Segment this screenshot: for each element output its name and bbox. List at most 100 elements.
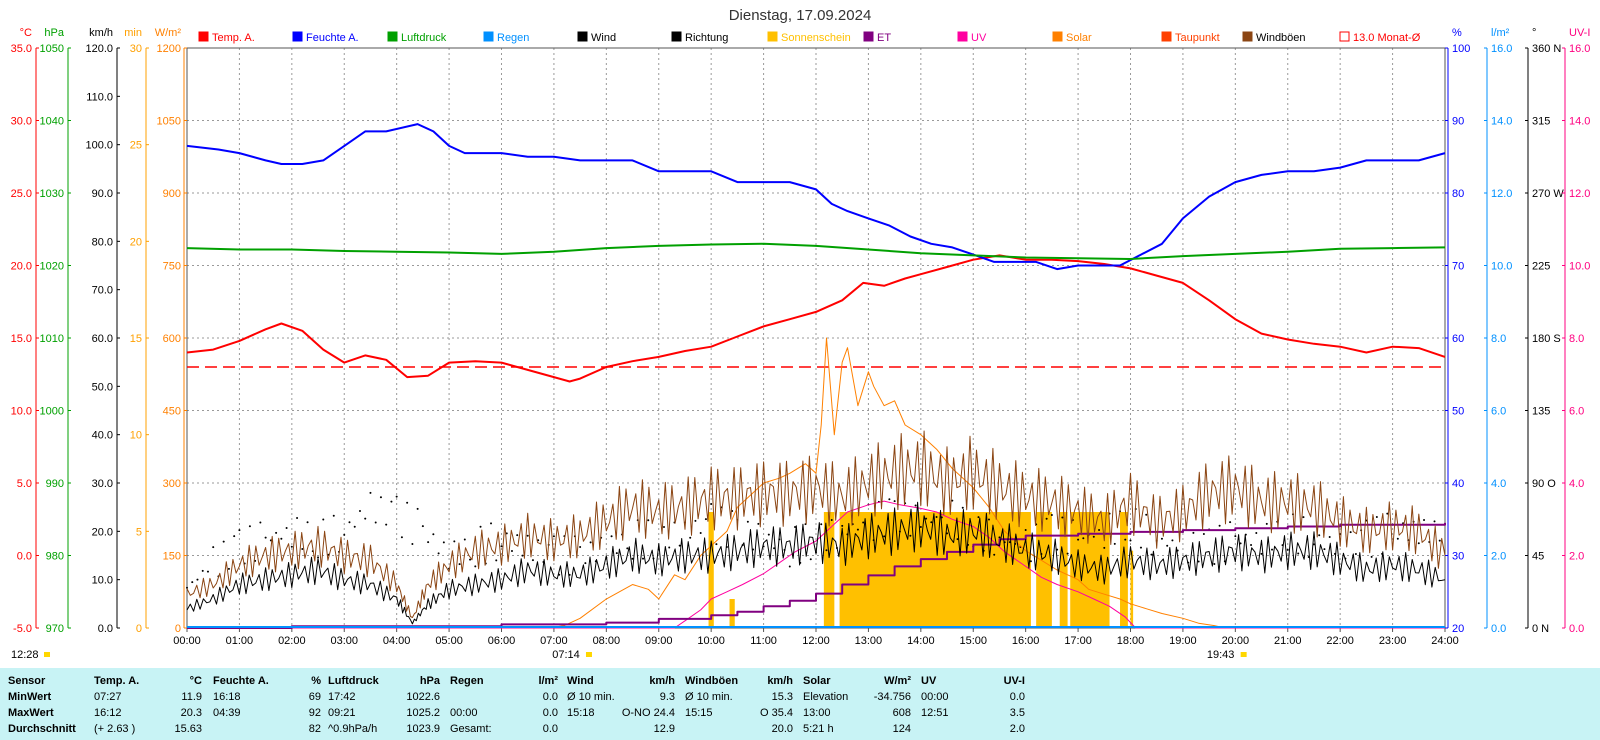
series-line-temp-0: [186, 254, 1446, 383]
legend-swatch: [483, 31, 494, 42]
stats-time: (+ 2.63 ): [94, 723, 136, 735]
direction-point: [495, 559, 498, 562]
series-line-solar-3: [187, 337, 1445, 629]
direction-point: [427, 541, 430, 544]
stats-value: 11.9: [181, 691, 202, 703]
direction-point: [453, 540, 456, 543]
legend-swatch: [1242, 31, 1253, 42]
direction-point: [296, 516, 299, 519]
direction-point: [925, 517, 928, 520]
direction-point: [1271, 548, 1274, 551]
direction-point: [615, 552, 618, 555]
x-tick-label: 21:00: [1274, 635, 1302, 647]
tick-label-wind: 80.0: [92, 236, 113, 248]
tick-label-sunshine: 10: [130, 430, 142, 442]
tick-label-rain: 6.0: [1491, 406, 1506, 418]
direction-point: [914, 504, 917, 507]
tick-label-humidity: 70: [1452, 261, 1464, 273]
stats-group-name: Temp. A.: [94, 675, 140, 687]
direction-point: [390, 500, 393, 503]
direction-point: [1218, 524, 1221, 527]
tick-label-wind: 20.0: [92, 526, 113, 538]
tick-label-wind: 120.0: [85, 43, 113, 55]
direction-point: [490, 522, 493, 525]
legend-item: Richtung: [685, 32, 728, 44]
weather-chart: Dienstag, 17.09.2024 Temp. A. Feuchte A. L…: [11, 7, 1591, 661]
direction-point: [951, 499, 954, 502]
direction-point: [290, 545, 293, 548]
direction-point: [977, 516, 980, 519]
direction-point: [379, 496, 382, 499]
stats-value: 20.3: [180, 707, 202, 719]
time-marker-icon: [585, 652, 592, 657]
direction-point: [919, 526, 922, 529]
direction-point: [710, 503, 713, 506]
direction-point: [1082, 537, 1085, 540]
tick-label-solar: 750: [163, 261, 181, 273]
direction-point: [825, 549, 828, 552]
tick-label-direction: 180 S: [1532, 333, 1561, 345]
stats-time: 09:21: [328, 707, 356, 719]
tick-label-temp: -5.0: [13, 623, 32, 635]
direction-point: [893, 500, 896, 503]
direction-point: [374, 521, 377, 524]
tick-label-sunshine: 0: [136, 623, 142, 635]
tick-label-wind: 50.0: [92, 381, 113, 393]
stats-time: Ø 10 min.: [685, 691, 733, 703]
legend-item: Luftdruck: [401, 32, 447, 44]
stats-group-unit: UV-I: [1003, 675, 1025, 687]
stats-row-label: Durchschnitt: [8, 723, 76, 735]
time-marker-label: 07:14: [552, 649, 580, 661]
direction-point: [1386, 512, 1389, 515]
tick-label-direction: 0 N: [1532, 623, 1549, 635]
legend-swatch: [387, 31, 398, 42]
x-tick-label: 23:00: [1379, 635, 1407, 647]
direction-point: [1202, 532, 1205, 535]
tick-label-humidity: 80: [1452, 188, 1464, 200]
axis-unit-pressure: hPa: [44, 27, 64, 39]
direction-point: [1213, 563, 1216, 566]
tick-label-sunshine: 25: [130, 140, 142, 152]
direction-point: [689, 536, 692, 539]
stats-value: 2.0: [1009, 723, 1025, 735]
tick-label-uv: 4.0: [1569, 478, 1584, 490]
time-marker-label: 12:28: [11, 649, 39, 661]
axis-unit-wind: km/h: [89, 27, 113, 39]
direction-point: [458, 563, 461, 566]
direction-point: [773, 547, 776, 550]
time-marker-label: 19:43: [1207, 649, 1235, 661]
direction-point: [1297, 552, 1300, 555]
direction-point: [788, 565, 791, 568]
direction-point: [841, 524, 844, 527]
legend-item: 13.0 Monat-Ø: [1353, 32, 1421, 44]
direction-point: [196, 578, 199, 581]
tick-label-temp: 10.0: [11, 406, 32, 418]
stats-value: 82: [308, 723, 321, 735]
direction-point: [306, 521, 309, 524]
tick-label-solar: 1050: [157, 116, 181, 128]
direction-point: [678, 544, 681, 547]
direction-point: [238, 529, 241, 532]
direction-point: [956, 538, 959, 541]
tick-label-humidity: 100: [1452, 43, 1470, 55]
stats-value: O 35.4: [759, 707, 793, 719]
direction-point: [474, 565, 477, 568]
x-tick-label: 14:00: [907, 635, 935, 647]
series-line-rain-5: [187, 522, 1446, 629]
series-line-wind-6: [186, 501, 1446, 625]
direction-point: [757, 522, 760, 525]
direction-point: [500, 545, 503, 548]
tick-label-rain: 12.0: [1491, 188, 1512, 200]
legend-item: Windböen: [1256, 32, 1306, 44]
tick-label-direction: 225: [1532, 261, 1550, 273]
x-tick-label: 13:00: [855, 635, 883, 647]
legend-item: Regen: [497, 32, 529, 44]
x-tick-label: 08:00: [593, 635, 621, 647]
tick-label-wind: 90.0: [92, 188, 113, 200]
tick-label-temp: 15.0: [11, 333, 32, 345]
series-line-humidity-1: [186, 123, 1446, 271]
tick-label-direction: 45: [1532, 551, 1544, 563]
axis-unit-uv: UV-I: [1569, 27, 1590, 39]
x-tick-label: 04:00: [383, 635, 411, 647]
direction-point: [395, 495, 398, 498]
